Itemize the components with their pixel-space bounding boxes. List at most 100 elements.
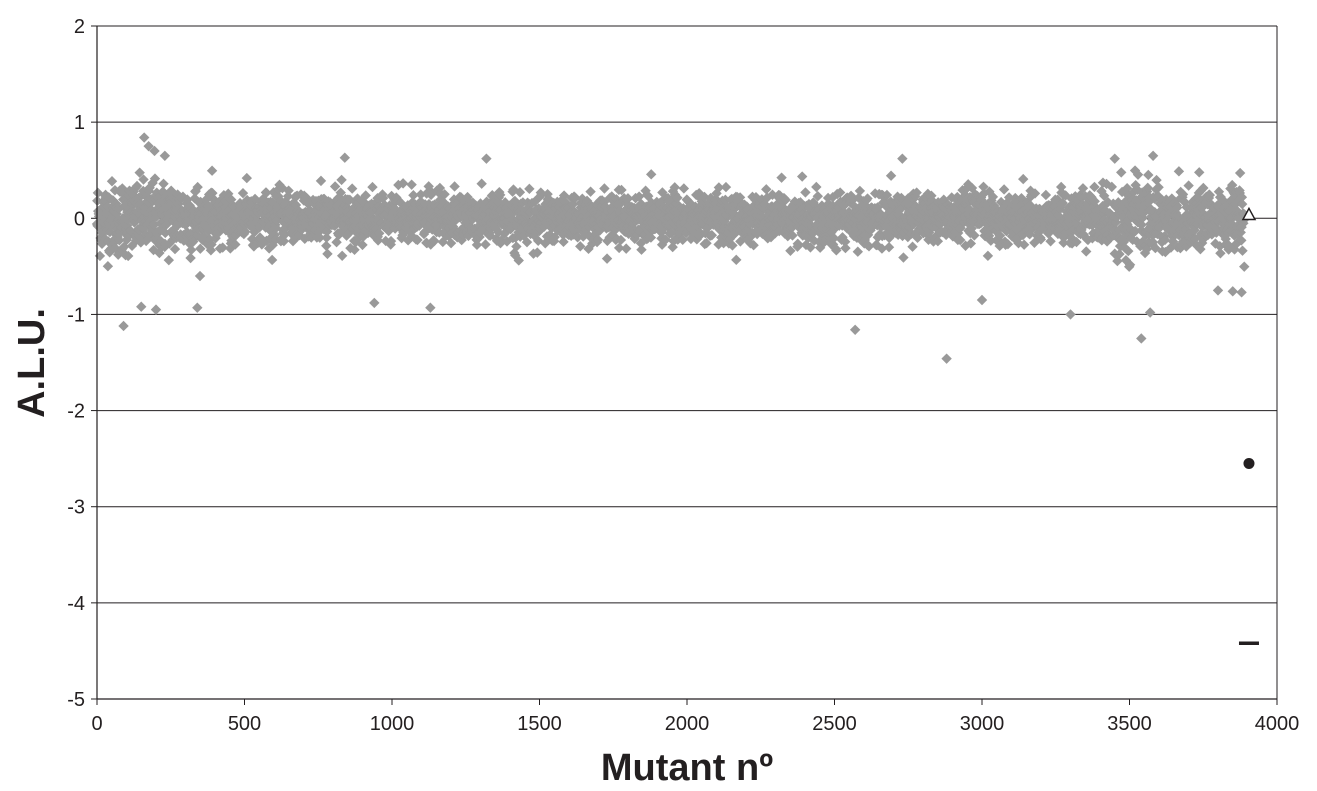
data-point <box>969 230 980 241</box>
data-point <box>881 189 893 201</box>
y-tick-label: 2 <box>74 16 85 38</box>
y-tick-label: 0 <box>74 208 85 230</box>
data-point <box>601 253 613 264</box>
data-point <box>932 236 944 247</box>
data-point <box>315 175 327 187</box>
data-point <box>991 235 1002 246</box>
data-point <box>932 205 943 216</box>
data-point <box>1029 188 1041 199</box>
data-point <box>1040 189 1052 201</box>
data-point <box>761 184 772 195</box>
data-point <box>701 237 712 249</box>
y-tick-label: -5 <box>67 689 85 711</box>
data-point <box>671 198 683 210</box>
data-point <box>278 235 290 247</box>
data-point <box>1055 181 1067 193</box>
data-point <box>575 241 586 252</box>
data-point <box>700 228 711 239</box>
data-point <box>94 250 106 262</box>
data-point <box>1018 239 1030 250</box>
data-point <box>827 239 839 250</box>
data-point <box>130 211 141 222</box>
data-point <box>357 239 368 251</box>
data-point <box>1058 237 1069 248</box>
data-point <box>655 200 667 211</box>
data-point <box>982 200 993 212</box>
data-point <box>122 250 134 262</box>
data-point <box>876 243 888 254</box>
data-point <box>628 202 640 214</box>
data-point <box>951 202 962 214</box>
data-point <box>149 173 161 184</box>
data-point <box>329 181 341 192</box>
data-point <box>1183 180 1194 191</box>
x-tick-label: 1500 <box>517 713 562 735</box>
data-point <box>976 194 987 206</box>
data-point <box>728 229 740 240</box>
data-point <box>628 218 639 229</box>
data-point <box>356 195 368 206</box>
data-point <box>1113 224 1125 236</box>
data-point <box>521 236 533 248</box>
data-point <box>827 200 838 211</box>
data-point <box>107 211 118 222</box>
data-point <box>546 223 557 234</box>
data-point <box>1081 246 1092 257</box>
data-point <box>812 191 823 202</box>
data-point <box>104 247 115 258</box>
data-point <box>883 242 895 253</box>
data-point <box>532 247 543 258</box>
data-point <box>1185 237 1196 248</box>
data-point <box>880 221 892 232</box>
data-point <box>1066 232 1077 244</box>
data-point <box>536 189 547 200</box>
data-point <box>1236 235 1247 246</box>
data-point <box>1064 212 1075 224</box>
data-point <box>145 215 156 226</box>
data-point <box>511 241 522 252</box>
data-point <box>158 178 169 190</box>
data-point <box>1239 261 1250 272</box>
data-point <box>1206 224 1218 236</box>
data-point <box>476 178 487 189</box>
data-point <box>542 188 553 200</box>
data-point <box>583 221 595 232</box>
data-point <box>237 187 249 199</box>
data-point <box>1213 186 1225 197</box>
data-point <box>636 244 647 255</box>
data-point <box>1136 187 1148 198</box>
data-point <box>1035 234 1047 245</box>
data-point <box>1166 193 1178 204</box>
data-point <box>321 226 333 237</box>
data-point <box>335 187 346 198</box>
data-point <box>1057 197 1068 209</box>
data-point <box>267 197 278 208</box>
data-point <box>524 183 535 195</box>
data-point <box>1233 195 1244 207</box>
data-point <box>1195 185 1206 197</box>
data-point <box>1001 226 1012 237</box>
data-point <box>938 194 949 205</box>
data-point <box>1152 228 1163 240</box>
data-point <box>897 153 908 164</box>
data-point <box>1100 205 1111 217</box>
data-point <box>805 242 816 253</box>
data-point <box>800 187 811 198</box>
data-point <box>622 193 634 204</box>
data-point <box>495 189 506 201</box>
data-point <box>217 242 228 253</box>
data-point <box>923 211 934 223</box>
data-point <box>592 234 604 245</box>
data-point <box>1018 173 1029 185</box>
data-point <box>843 206 855 218</box>
data-point <box>1227 219 1238 230</box>
data-point <box>514 187 526 198</box>
data-point <box>709 207 721 218</box>
data-point <box>304 207 315 218</box>
data-point <box>1159 234 1171 246</box>
x-tick-label: 2000 <box>665 713 710 735</box>
data-point <box>723 238 735 249</box>
data-point <box>633 191 645 202</box>
data-point <box>406 231 418 242</box>
data-point <box>955 207 967 218</box>
